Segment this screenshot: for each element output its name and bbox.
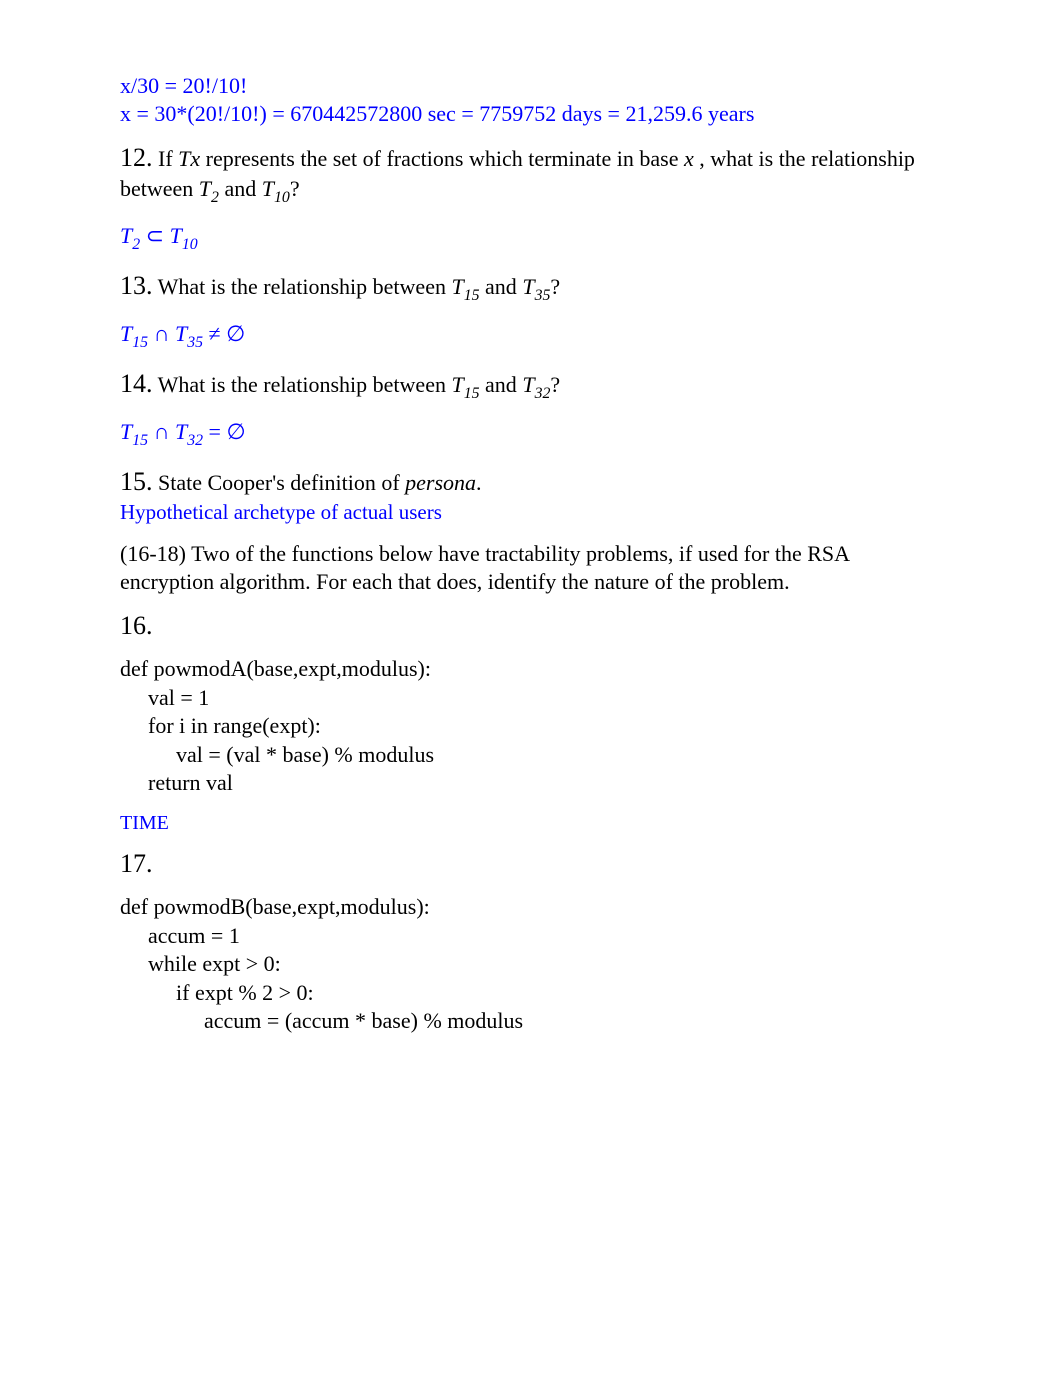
q14-t15: T (451, 372, 463, 397)
q13-text: What is the relationship between (153, 274, 452, 299)
a12-lsub: 2 (132, 236, 140, 253)
q17-code-l5: accum = (accum * base) % modulus (120, 1007, 942, 1036)
q13-t15: T (451, 274, 463, 299)
a12-rsub: 10 (182, 236, 198, 253)
a14-mid: ∩ (148, 419, 175, 444)
q16-code-l2: val = 1 (120, 684, 942, 713)
q14-t32: T (522, 372, 534, 397)
q16-code-l4: val = (val * base) % modulus (120, 741, 942, 770)
a14-l: T (120, 419, 132, 444)
q14-text: What is the relationship between (153, 372, 452, 397)
q12-text-pre: If (153, 146, 179, 171)
a13-mid: ∩ (148, 321, 175, 346)
q15-text: State Cooper's definition of (153, 470, 406, 495)
q16-code: def powmodA(base,expt,modulus): val = 1 … (120, 655, 942, 798)
q12-t10-sub: 10 (274, 189, 290, 206)
q13-end: ? (550, 274, 560, 299)
q16-number: 16. (120, 611, 942, 641)
q12-t2: T (199, 176, 211, 201)
question-14: 14. What is the relationship between T15… (120, 367, 942, 404)
calc-line-1: x/30 = 20!/10! (120, 72, 942, 100)
answer-12: T2 ⊂ T10 (120, 222, 942, 255)
q17-code-l4: if expt % 2 > 0: (120, 979, 942, 1008)
a14-end: = ∅ (203, 419, 246, 444)
q14-t32-sub: 32 (535, 385, 551, 402)
q12-number: 12. (120, 143, 153, 172)
a13-l: T (120, 321, 132, 346)
a14-r: T (175, 419, 187, 444)
question-15: 15. State Cooper's definition of persona… (120, 465, 942, 499)
q17-code-l3: while expt > 0: (120, 950, 942, 979)
answer-14: T15 ∩ T32 = ∅ (120, 418, 942, 451)
q17-number: 17. (120, 849, 942, 879)
q15-number: 15. (120, 467, 153, 496)
q16-code-l1: def powmodA(base,expt,modulus): (120, 655, 942, 684)
q14-end: ? (550, 372, 560, 397)
q17-code-l2: accum = 1 (120, 922, 942, 951)
q14-and: and (480, 372, 523, 397)
a13-lsub: 15 (132, 334, 148, 351)
q13-t15-sub: 15 (464, 287, 480, 304)
a14-lsub: 15 (132, 432, 148, 449)
answer-13: T15 ∩ T35 ≠ ∅ (120, 320, 942, 353)
a12-r: T (170, 223, 182, 248)
q14-number: 14. (120, 369, 153, 398)
a14-rsub: 32 (187, 432, 203, 449)
q13-number: 13. (120, 271, 153, 300)
a13-rsub: 35 (187, 334, 203, 351)
q12-t2-sub: 2 (211, 189, 219, 206)
q12-tx: Tx (178, 146, 200, 171)
q14-t15-sub: 15 (464, 385, 480, 402)
q12-text-mid: represents the set of fractions which te… (200, 146, 684, 171)
q12-x: x (684, 146, 694, 171)
q15-persona: persona (405, 470, 476, 495)
q16-18-intro: (16-18) Two of the functions below have … (120, 540, 942, 597)
q12-t10: T (262, 176, 274, 201)
q17-code: def powmodB(base,expt,modulus): accum = … (120, 893, 942, 1036)
calc-line-2: x = 30*(20!/10!) = 670442572800 sec = 77… (120, 100, 942, 128)
answer-16: TIME (120, 812, 942, 835)
a12-sym: ⊂ (140, 223, 169, 248)
q16-code-l5: return val (120, 769, 942, 798)
a13-r: T (175, 321, 187, 346)
q15-dot: . (476, 470, 482, 495)
question-12: 12. If Tx represents the set of fraction… (120, 141, 942, 208)
q13-t35-sub: 35 (535, 287, 551, 304)
q13-and: and (480, 274, 523, 299)
answer-15: Hypothetical archetype of actual users (120, 499, 942, 526)
a12-l: T (120, 223, 132, 248)
question-13: 13. What is the relationship between T15… (120, 269, 942, 306)
q12-end: ? (290, 176, 300, 201)
q17-code-l1: def powmodB(base,expt,modulus): (120, 893, 942, 922)
q16-code-l3: for i in range(expt): (120, 712, 942, 741)
a13-end: ≠ ∅ (203, 321, 245, 346)
q12-and: and (219, 176, 262, 201)
q13-t35: T (522, 274, 534, 299)
